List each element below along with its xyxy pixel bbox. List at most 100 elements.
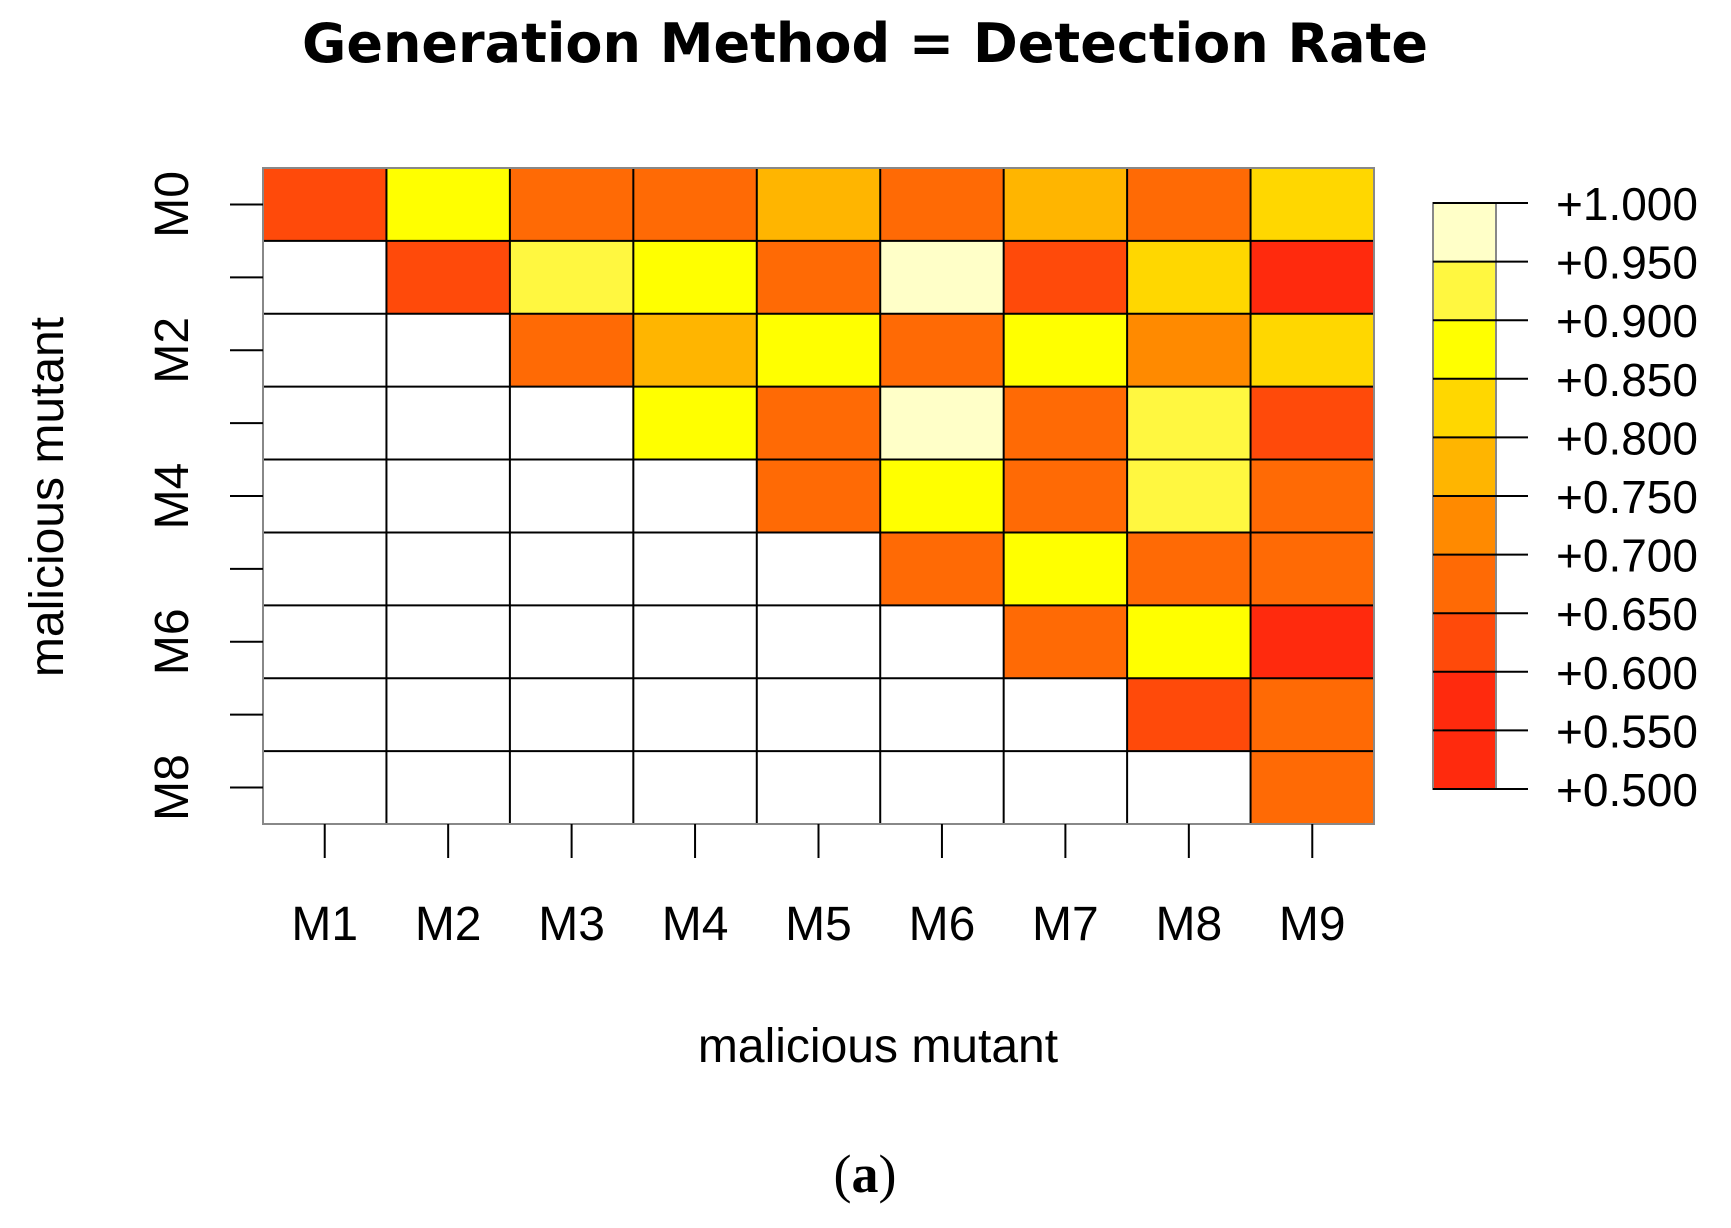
heatmap-cell [1003,532,1128,606]
x-tick-label: M1 [291,898,358,951]
y-tick-label: M6 [146,608,199,675]
x-axis: M1 M2 M3 M4 M5 M6 M7 M8 M9 [291,824,1346,951]
heatmap-cell [1127,678,1251,752]
heatmap-cell [1250,678,1374,752]
heatmap-cell [1127,459,1251,533]
heatmap-cell [1003,240,1128,314]
x-tick-label: M3 [538,898,605,951]
colorbar-tick-label: +0.850 [1556,354,1698,406]
heatmap-cell [880,168,1004,241]
heatmap-cell [1003,313,1128,387]
colorbar-swatch [1433,730,1496,789]
x-tick-label: M9 [1279,898,1346,951]
heatmap-cell [1003,168,1128,241]
heatmap-cell [633,313,757,387]
heatmap-cell [1127,532,1251,606]
heatmap-cell [509,313,634,387]
heatmap-cell [756,532,881,606]
heatmap-cell [1250,532,1374,606]
colorbar-swatch [1433,554,1496,614]
heatmap-cell [1003,386,1128,460]
heatmap-cell [263,751,387,824]
colorbar-tick-label: +0.600 [1556,647,1698,699]
heatmap-cell [263,459,387,533]
heatmap-cell [509,532,634,606]
heatmap-cell [880,605,1004,679]
figure-caption: (a) [834,1144,897,1204]
y-tick-label: M2 [146,317,199,384]
heatmap-cell [263,532,387,606]
heatmap-cell [1250,605,1374,679]
heatmap-cell [509,751,634,824]
colorbar-tick-label: +0.800 [1556,412,1698,464]
x-tick-label: M4 [662,898,729,951]
colorbar-swatch [1433,613,1496,672]
heatmap-cell [1003,459,1128,533]
y-tick-label: M0 [146,171,199,238]
caption-letter: a [852,1144,879,1204]
heatmap-cell [509,459,634,533]
heatmap-cell [509,605,634,679]
heatmap-cell [880,240,1004,314]
colorbar-swatch [1433,496,1496,555]
heatmap-cell [1003,751,1128,824]
heatmap-cell [509,386,634,460]
heatmap-cell [756,678,881,752]
heatmap-cell [1127,313,1251,387]
heatmap-cell [1250,240,1374,314]
heatmap-cell [756,240,881,314]
colorbar-swatch [1433,671,1496,731]
x-tick-label: M5 [785,898,852,951]
caption-close-paren: ) [879,1144,897,1204]
colorbar-tick-label: +0.500 [1556,764,1698,816]
heatmap-cell [1127,386,1251,460]
heatmap-cell [1003,605,1128,679]
heatmap-cell [1127,240,1251,314]
heatmap-cell [509,240,634,314]
heatmap-cell [386,386,510,460]
colorbar-tick-label: +0.950 [1556,237,1698,289]
heatmap-cell [633,532,757,606]
heatmap-cell [880,532,1004,606]
heatmap-cell [386,678,510,752]
heatmap-cell [880,386,1004,460]
heatmap-cell [880,751,1004,824]
colorbar-swatch [1433,203,1496,262]
heatmap-cell [756,168,881,241]
y-axis: M0 M2 M4 M6 M8 [146,171,263,821]
heatmap-cell [509,678,634,752]
heatmap-cell [756,605,881,679]
x-tick-label: M7 [1032,898,1099,951]
x-tick-label: M8 [1155,898,1222,951]
heatmap-cell [756,313,881,387]
heatmap-cell [263,240,387,314]
colorbar-swatch [1433,437,1496,496]
x-tick-label: M6 [909,898,976,951]
colorbar-tick-label: +0.750 [1556,471,1698,523]
colorbar-tick-label: +0.900 [1556,295,1698,347]
heatmap-cell [1127,168,1251,241]
heatmap-cell [386,532,510,606]
colorbar-swatch [1433,261,1496,321]
heatmap-cell [386,168,510,241]
caption-open-paren: ( [834,1144,852,1204]
colorbar-tick-label: +0.700 [1556,530,1698,582]
heatmap-cell [509,168,634,241]
heatmap-cell [386,605,510,679]
heatmap-cell [880,459,1004,533]
heatmap-cell [263,605,387,679]
x-axis-label: malicious mutant [698,1020,1058,1073]
colorbar-legend: +1.000 +0.950 +0.900 +0.850 +0.800 +0.750 +0.7… [1432,178,1698,816]
heatmap-cell [1250,459,1374,533]
heatmap-cell [263,386,387,460]
heatmap-cell [1003,678,1128,752]
heatmap-cell [756,751,881,824]
heatmap-cell [633,678,757,752]
heatmap-cell [633,605,757,679]
heatmap-cells [263,168,1374,824]
heatmap-cell [386,751,510,824]
heatmap-cell [386,313,510,387]
heatmap-cell [1250,751,1374,824]
y-tick-label: M4 [146,463,199,530]
heatmap-cell [386,240,510,314]
